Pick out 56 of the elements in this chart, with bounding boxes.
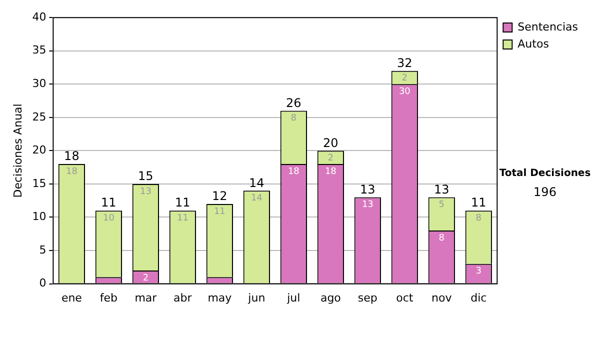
y-tick-label: 10	[32, 210, 46, 224]
total-label: 18	[64, 149, 80, 164]
total-label: 11	[175, 196, 190, 210]
legend-label: Autos	[518, 37, 550, 50]
data-label: 18	[324, 166, 337, 177]
total-label: 13	[434, 182, 450, 196]
data-label: 14	[250, 193, 263, 204]
legend-label: Sentencias	[518, 20, 578, 34]
x-tick-label: ago	[320, 291, 342, 304]
y-tick-label: 5	[39, 243, 46, 256]
data-label: 2	[402, 74, 408, 84]
data-label: 18	[288, 166, 300, 177]
x-tick-label: abr	[174, 291, 192, 304]
x-tick-label: nov	[432, 291, 452, 304]
total-label: 26	[286, 96, 302, 110]
y-tick-label: 30	[32, 77, 46, 90]
data-label: 8	[438, 233, 445, 244]
total-label: 12	[212, 189, 228, 204]
data-label: 2	[142, 273, 149, 284]
data-label: 3	[476, 266, 482, 277]
data-label: 8	[290, 114, 297, 124]
data-label: 8	[476, 213, 482, 224]
data-label: 11	[176, 213, 188, 224]
data-label: 10	[102, 213, 115, 224]
x-tick-label: mar	[134, 291, 158, 304]
x-tick-label: oct	[396, 291, 414, 304]
data-label: 18	[66, 166, 78, 177]
x-tick-label: ene	[61, 291, 82, 304]
data-label: 5	[438, 200, 445, 210]
y-tick-label: 20	[32, 144, 46, 157]
y-tick-label: 35	[32, 44, 46, 57]
data-label: 11	[214, 206, 226, 217]
total-label: 13	[360, 182, 376, 196]
y-tick-label: 40	[32, 10, 46, 24]
total-label: 14	[249, 176, 264, 190]
x-tick-label: sep	[358, 291, 378, 304]
data-label: 13	[140, 186, 152, 197]
total-label: 11	[471, 196, 486, 210]
x-tick-label: may	[208, 291, 232, 304]
x-tick-label: jul	[286, 291, 300, 304]
x-tick-label: jun	[247, 291, 266, 304]
y-tick-label: 25	[32, 110, 46, 124]
total-label: 32	[397, 56, 412, 70]
y-axis-title: Decisiones Anual	[11, 104, 24, 198]
total-label: 11	[101, 196, 116, 210]
y-tick-label: 0	[39, 276, 46, 290]
x-tick-label: feb	[100, 291, 118, 304]
text: 196	[532, 185, 558, 199]
data-label: 2	[328, 154, 334, 164]
y-tick-label: 15	[32, 176, 46, 190]
text: Total Decisiones	[498, 168, 592, 179]
total-label: 15	[138, 169, 154, 184]
data-label: 13	[362, 200, 374, 210]
data-label: 30	[398, 86, 411, 97]
x-tick-label: dic	[470, 291, 487, 304]
total-label: 20	[323, 136, 338, 150]
